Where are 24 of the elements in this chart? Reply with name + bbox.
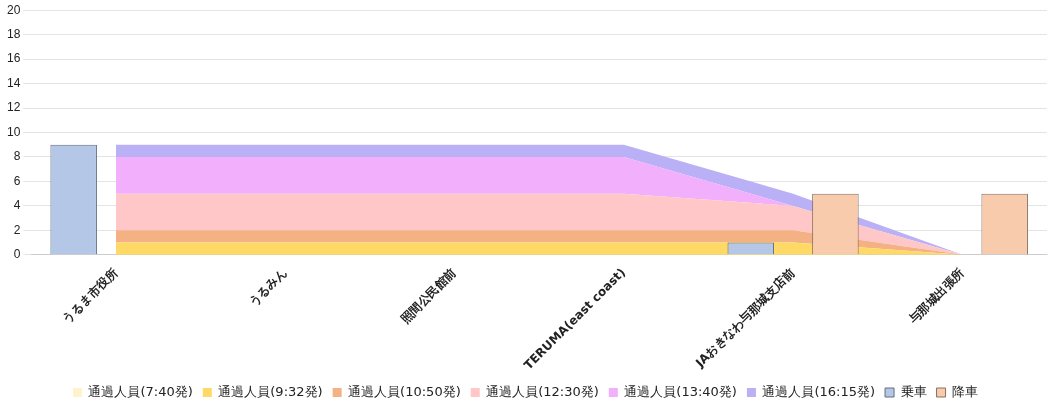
legend-label: 通過人員(10:50発) xyxy=(348,383,461,399)
legend-label: 通過人員(16:15発) xyxy=(762,383,876,399)
x-tick-label: 与那城出張所 xyxy=(905,265,967,327)
y-tick-label: 0 xyxy=(13,247,21,262)
y-tick-label: 12 xyxy=(6,100,21,115)
legend-label: 通過人員(13:40発) xyxy=(624,383,737,399)
y-tick-label: 20 xyxy=(6,2,21,17)
y-tick-label: 6 xyxy=(13,173,21,188)
legend-label: 乗車 xyxy=(900,383,927,399)
legend-label: 降車 xyxy=(952,383,979,399)
x-tick-label: JAおきなわ与那城支店前 xyxy=(692,265,798,371)
y-tick-label: 2 xyxy=(13,222,21,237)
legend-label: 通過人員(9:32発) xyxy=(218,383,323,399)
y-tick-label: 10 xyxy=(6,124,21,139)
legend-label: 通過人員(7:40発) xyxy=(88,383,193,399)
y-tick-label: 4 xyxy=(13,198,21,213)
x-tick-label: うるみん xyxy=(245,265,290,310)
y-tick-label: 18 xyxy=(6,26,21,41)
x-tick-label: うるま市役所 xyxy=(59,265,121,327)
y-tick-label: 16 xyxy=(6,51,21,66)
y-tick-label: 14 xyxy=(6,75,21,90)
y-tick-label: 8 xyxy=(13,149,21,164)
legend-label: 通過人員(12:30発) xyxy=(486,383,599,399)
x-tick-label: 照間公民館前 xyxy=(398,265,459,327)
